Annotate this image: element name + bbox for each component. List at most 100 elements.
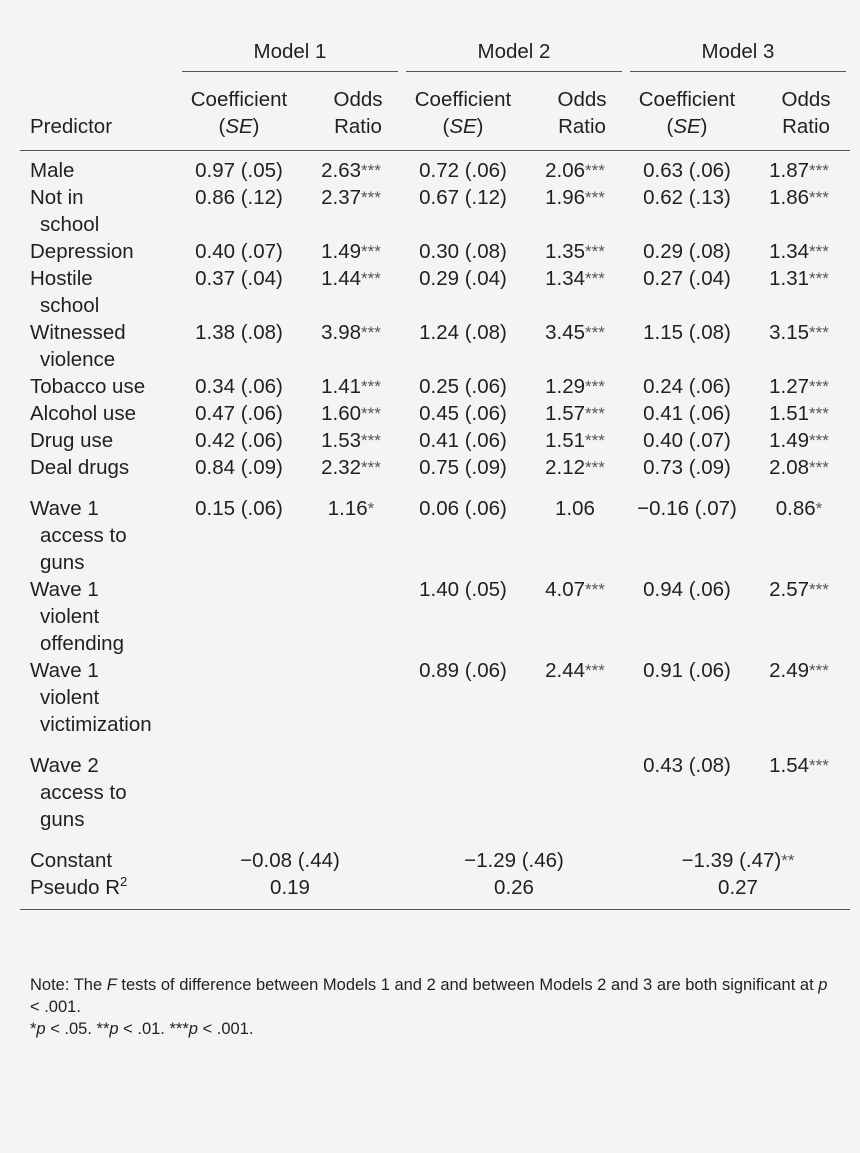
predictor-label: Wave 1 violent offending — [30, 578, 124, 655]
significance-stars: *** — [809, 269, 829, 288]
significance-stars: *** — [361, 269, 381, 288]
pseudo-r2-label: Pseudo R2 — [20, 874, 178, 910]
table-row: Not in school 0.86 (.12) 2.37*** 0.67 (.12) 1… — [20, 184, 850, 238]
table-body: Male 0.97 (.05) 2.63*** 0.72 (.06) 2.06*** 0.… — [20, 151, 850, 910]
coefficient-cell: 1.40 (.05) — [419, 578, 507, 601]
odds-ratio-cell: 4.07*** — [545, 578, 605, 601]
coefficient-cell: 0.41 (.06) — [643, 402, 731, 425]
significance-legend: *p < .05. **p < .01. ***p < .001. — [30, 1020, 254, 1038]
predictor-label: Tobacco use — [30, 375, 146, 398]
coefficient-cell: 0.84 (.09) — [195, 456, 283, 479]
odds-ratio-header: Odds Ratio — [524, 76, 626, 151]
coefficient-cell: 0.27 (.04) — [643, 267, 731, 290]
odds-ratio-cell: 3.15*** — [769, 321, 829, 344]
predictor-header: Predictor — [20, 76, 178, 151]
odds-ratio-cell: 1.31*** — [769, 267, 829, 290]
significance-stars: *** — [809, 188, 829, 207]
odds-ratio-cell: 1.35*** — [545, 240, 605, 263]
coefficient-cell — [178, 657, 300, 738]
odds-ratio-cell: 2.37*** — [321, 186, 381, 209]
significance-stars: *** — [585, 188, 605, 207]
odds-ratio-cell: 2.08*** — [769, 456, 829, 479]
pseudo-r2-value: 0.26 — [402, 874, 626, 910]
significance-stars: *** — [809, 431, 829, 450]
odds-ratio-cell: 1.60*** — [321, 402, 381, 425]
odds-ratio-cell: 1.86*** — [769, 186, 829, 209]
odds-ratio-cell: 2.57*** — [769, 578, 829, 601]
significance-stars: *** — [809, 580, 829, 599]
significance-stars: *** — [585, 377, 605, 396]
significance-stars: *** — [585, 431, 605, 450]
pseudo-r2-row: Pseudo R2 0.19 0.26 0.27 — [20, 874, 850, 910]
coefficient-cell: 0.72 (.06) — [419, 159, 507, 182]
coefficient-cell: 0.97 (.05) — [195, 159, 283, 182]
odds-ratio-cell: 1.57*** — [545, 402, 605, 425]
odds-ratio-cell: 1.06 — [555, 497, 595, 520]
predictor-label: Wave 1 access to guns — [30, 497, 127, 574]
coefficient-cell: 1.38 (.08) — [195, 321, 283, 344]
significance-stars: *** — [361, 458, 381, 477]
table-note: Note: The F tests of difference between … — [30, 974, 835, 1040]
predictor-label: Male — [30, 159, 75, 182]
significance-stars: *** — [585, 269, 605, 288]
regression-table: Model 1 Model 2 Model 3 Predictor Coeffi… — [20, 34, 850, 910]
predictor-label: Deal drugs — [30, 456, 130, 479]
odds-ratio-cell: 1.96*** — [545, 186, 605, 209]
coefficient-cell: 0.40 (.07) — [643, 429, 731, 452]
coefficient-cell: 0.25 (.06) — [419, 375, 507, 398]
odds-ratio-cell: 2.06*** — [545, 159, 605, 182]
significance-stars: * — [367, 499, 375, 518]
coefficient-se-header: Coefficient (SE) — [402, 76, 524, 151]
coefficient-cell — [178, 576, 300, 657]
coefficient-cell: 0.29 (.08) — [643, 240, 731, 263]
coefficient-cell: 0.62 (.13) — [643, 186, 731, 209]
coefficient-cell: 0.89 (.06) — [419, 659, 507, 682]
odds-ratio-cell: 2.44*** — [545, 659, 605, 682]
coefficient-cell: 1.15 (.08) — [643, 321, 731, 344]
odds-ratio-cell: 1.53*** — [321, 429, 381, 452]
coefficient-cell: 0.47 (.06) — [195, 402, 283, 425]
odds-ratio-cell: 1.87*** — [769, 159, 829, 182]
significance-stars: *** — [585, 242, 605, 261]
coefficient-se-header: Coefficient (SE) — [626, 76, 748, 151]
model-header-row: Model 1 Model 2 Model 3 — [20, 34, 850, 76]
coefficient-cell: −0.16 (.07) — [637, 497, 737, 520]
coefficient-cell: 0.24 (.06) — [643, 375, 731, 398]
odds-ratio-cell — [524, 738, 626, 833]
odds-ratio-cell: 2.49*** — [769, 659, 829, 682]
model-3-header: Model 3 — [626, 34, 850, 76]
significance-stars: *** — [809, 161, 829, 180]
coefficient-cell: 0.42 (.06) — [195, 429, 283, 452]
odds-ratio-cell: 1.51*** — [545, 429, 605, 452]
significance-stars: *** — [585, 323, 605, 342]
predictor-label: Drug use — [30, 429, 114, 452]
predictor-spacer — [20, 34, 178, 76]
table-row: Wave 1 access to guns 0.15 (.06) 1.16* 0.06 (… — [20, 481, 850, 576]
significance-stars: *** — [809, 661, 829, 680]
coefficient-cell: 0.45 (.06) — [419, 402, 507, 425]
odds-ratio-cell: 1.51*** — [769, 402, 829, 425]
significance-stars: *** — [585, 458, 605, 477]
constant-value: −1.39 (.47)** — [681, 849, 795, 872]
table-row: Witnessed violence 1.38 (.08) 3.98*** 1.24 (… — [20, 319, 850, 373]
significance-stars: *** — [809, 377, 829, 396]
coefficient-cell — [178, 738, 300, 833]
significance-stars: *** — [361, 323, 381, 342]
odds-ratio-cell: 2.63*** — [321, 159, 381, 182]
odds-ratio-cell: 1.34*** — [769, 240, 829, 263]
significance-stars: ** — [781, 851, 795, 870]
significance-stars: *** — [585, 161, 605, 180]
odds-ratio-cell — [300, 657, 402, 738]
odds-ratio-cell: 1.41*** — [321, 375, 381, 398]
table-row: Depression 0.40 (.07) 1.49*** 0.30 (.08) 1.3… — [20, 238, 850, 265]
coefficient-cell: 0.30 (.08) — [419, 240, 507, 263]
coefficient-cell: 0.75 (.09) — [419, 456, 507, 479]
table-row: Hostile school 0.37 (.04) 1.44*** 0.29 (.04)… — [20, 265, 850, 319]
odds-ratio-cell: 1.54*** — [769, 754, 829, 777]
significance-stars: *** — [809, 323, 829, 342]
significance-stars: * — [815, 499, 823, 518]
coefficient-cell: 0.34 (.06) — [195, 375, 283, 398]
coefficient-cell: 0.73 (.09) — [643, 456, 731, 479]
table-row: Deal drugs 0.84 (.09) 2.32*** 0.75 (.09) 2.1… — [20, 454, 850, 481]
